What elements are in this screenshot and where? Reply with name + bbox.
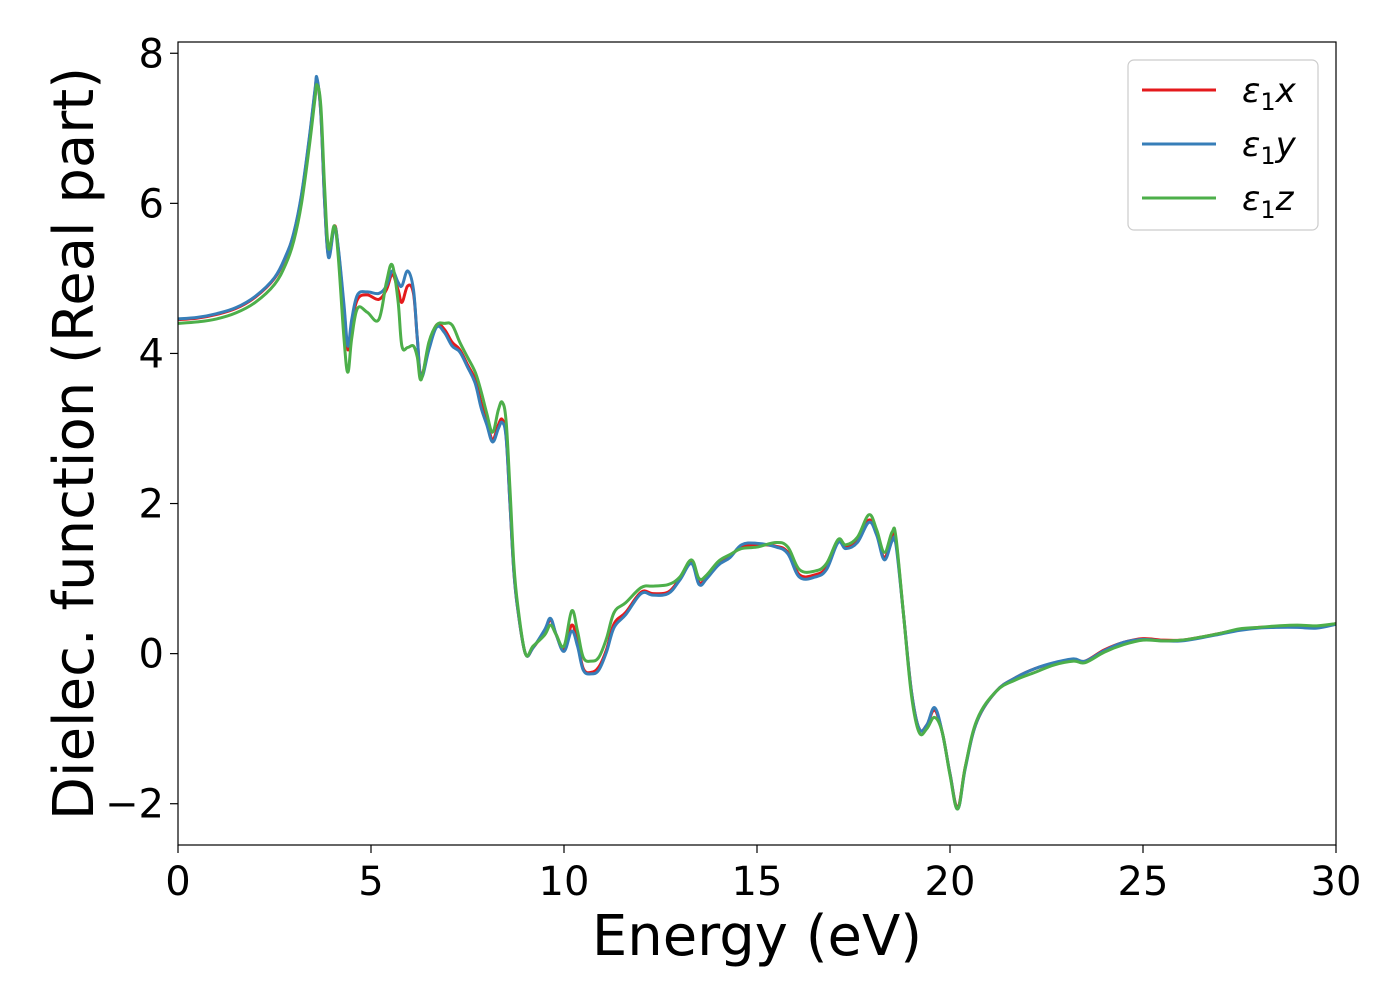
y-tick-label: 2 [139,482,164,528]
x-tick-label: 10 [539,859,590,905]
y-tick-label: 0 [139,632,164,678]
x-tick-label: 15 [732,859,783,905]
legend-label: ε1x [1242,71,1297,116]
x-tick-label: 0 [165,859,190,905]
x-axis-title: Energy (eV) [592,904,922,969]
legend-box [1127,59,1319,231]
y-tick-label: −2 [105,782,164,828]
y-tick-label: 4 [139,331,164,377]
legend: ε1x ε1y ε1z [1127,59,1319,231]
x-tick-label: 20 [925,859,976,905]
x-tick-label: 5 [358,859,383,905]
y-axis-title: Dielec. function (Real part) [42,67,107,820]
x-tick-label: 25 [1118,859,1169,905]
y-tick-label: 6 [139,181,164,227]
legend-label: ε1y [1242,125,1297,170]
series-line-z [178,83,1336,811]
x-tick-label: 30 [1311,859,1362,905]
x-axis-ticks: 0 5 10 15 20 25 30 [165,845,1361,905]
y-tick-label: 8 [139,31,164,77]
legend-label: ε1z [1242,179,1295,224]
series-layer [178,74,1336,811]
y-axis-ticks: −2 0 2 4 6 8 [105,31,178,828]
